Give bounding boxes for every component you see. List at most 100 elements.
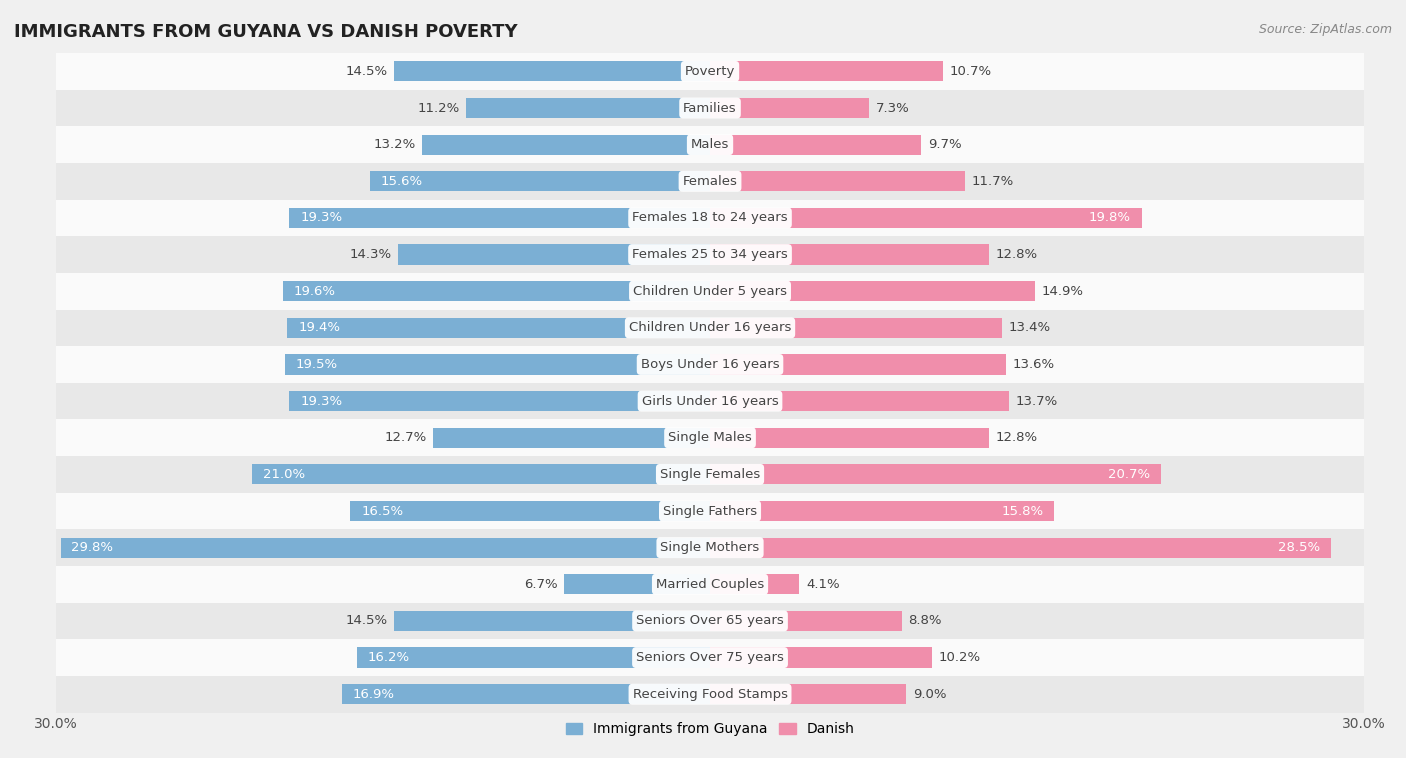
Text: Children Under 5 years: Children Under 5 years (633, 285, 787, 298)
Bar (56, 199, 1364, 236)
Text: Single Females: Single Females (659, 468, 761, 481)
Text: Children Under 16 years: Children Under 16 years (628, 321, 792, 334)
Text: Seniors Over 75 years: Seniors Over 75 years (636, 651, 785, 664)
Bar (394, 61, 710, 81)
Bar (56, 346, 1364, 383)
Bar (710, 355, 1007, 374)
Bar (710, 537, 1331, 558)
Bar (357, 647, 710, 668)
Text: Females 25 to 34 years: Females 25 to 34 years (633, 248, 787, 261)
Text: 21.0%: 21.0% (263, 468, 305, 481)
Bar (465, 98, 710, 118)
Text: Males: Males (690, 138, 730, 151)
Bar (60, 537, 710, 558)
Text: 7.3%: 7.3% (876, 102, 910, 114)
Text: 6.7%: 6.7% (524, 578, 558, 590)
Text: Source: ZipAtlas.com: Source: ZipAtlas.com (1258, 23, 1392, 36)
Bar (710, 428, 988, 448)
Bar (56, 493, 1364, 529)
Text: Families: Families (683, 102, 737, 114)
Text: 10.7%: 10.7% (950, 65, 991, 78)
Text: Receiving Food Stamps: Receiving Food Stamps (633, 688, 787, 700)
Bar (56, 273, 1364, 309)
Text: 4.1%: 4.1% (806, 578, 839, 590)
Text: 13.7%: 13.7% (1015, 395, 1057, 408)
Bar (287, 318, 710, 338)
Text: 9.0%: 9.0% (912, 688, 946, 700)
Bar (56, 89, 1364, 127)
Bar (56, 163, 1364, 199)
Text: 15.6%: 15.6% (381, 175, 423, 188)
Text: 19.6%: 19.6% (294, 285, 336, 298)
Text: 16.5%: 16.5% (361, 505, 404, 518)
Bar (342, 684, 710, 704)
Bar (56, 419, 1364, 456)
Bar (710, 391, 1008, 411)
Text: 11.2%: 11.2% (418, 102, 460, 114)
Bar (710, 281, 1035, 301)
Bar (710, 465, 1161, 484)
Bar (56, 309, 1364, 346)
Text: 19.3%: 19.3% (301, 395, 343, 408)
Bar (253, 465, 710, 484)
Bar (564, 575, 710, 594)
Text: Single Males: Single Males (668, 431, 752, 444)
Text: 13.4%: 13.4% (1008, 321, 1050, 334)
Text: 19.8%: 19.8% (1088, 211, 1130, 224)
Text: 12.7%: 12.7% (384, 431, 427, 444)
Bar (56, 529, 1364, 566)
Bar (710, 98, 869, 118)
Text: Poverty: Poverty (685, 65, 735, 78)
Text: 19.3%: 19.3% (301, 211, 343, 224)
Bar (56, 566, 1364, 603)
Bar (710, 501, 1054, 521)
Bar (56, 639, 1364, 676)
Bar (422, 135, 710, 155)
Bar (433, 428, 710, 448)
Bar (398, 245, 710, 265)
Text: 29.8%: 29.8% (72, 541, 114, 554)
Bar (710, 61, 943, 81)
Text: Single Fathers: Single Fathers (664, 505, 756, 518)
Bar (283, 281, 710, 301)
Text: 11.7%: 11.7% (972, 175, 1014, 188)
Bar (710, 684, 905, 704)
Bar (56, 383, 1364, 419)
Bar (370, 171, 710, 191)
Bar (710, 575, 800, 594)
Text: Married Couples: Married Couples (657, 578, 763, 590)
Bar (56, 127, 1364, 163)
Text: Females: Females (682, 175, 738, 188)
Bar (350, 501, 710, 521)
Bar (290, 208, 710, 228)
Bar (285, 355, 710, 374)
Text: Seniors Over 65 years: Seniors Over 65 years (636, 615, 785, 628)
Bar (56, 603, 1364, 639)
Text: 14.3%: 14.3% (350, 248, 392, 261)
Text: 15.8%: 15.8% (1001, 505, 1043, 518)
Text: 13.2%: 13.2% (374, 138, 416, 151)
Text: 16.2%: 16.2% (368, 651, 411, 664)
Bar (710, 171, 965, 191)
Text: 16.9%: 16.9% (353, 688, 395, 700)
Bar (56, 53, 1364, 89)
Text: 28.5%: 28.5% (1278, 541, 1320, 554)
Text: 9.7%: 9.7% (928, 138, 962, 151)
Text: 20.7%: 20.7% (1108, 468, 1150, 481)
Text: 12.8%: 12.8% (995, 248, 1038, 261)
Bar (710, 135, 921, 155)
Legend: Immigrants from Guyana, Danish: Immigrants from Guyana, Danish (560, 717, 860, 742)
Text: Boys Under 16 years: Boys Under 16 years (641, 358, 779, 371)
Text: 19.4%: 19.4% (298, 321, 340, 334)
Bar (710, 611, 901, 631)
Text: IMMIGRANTS FROM GUYANA VS DANISH POVERTY: IMMIGRANTS FROM GUYANA VS DANISH POVERTY (14, 23, 517, 41)
Bar (56, 236, 1364, 273)
Text: 10.2%: 10.2% (939, 651, 981, 664)
Bar (710, 318, 1002, 338)
Text: 12.8%: 12.8% (995, 431, 1038, 444)
Bar (710, 245, 988, 265)
Text: 14.5%: 14.5% (346, 65, 388, 78)
Text: Single Mothers: Single Mothers (661, 541, 759, 554)
Bar (290, 391, 710, 411)
Bar (710, 647, 932, 668)
